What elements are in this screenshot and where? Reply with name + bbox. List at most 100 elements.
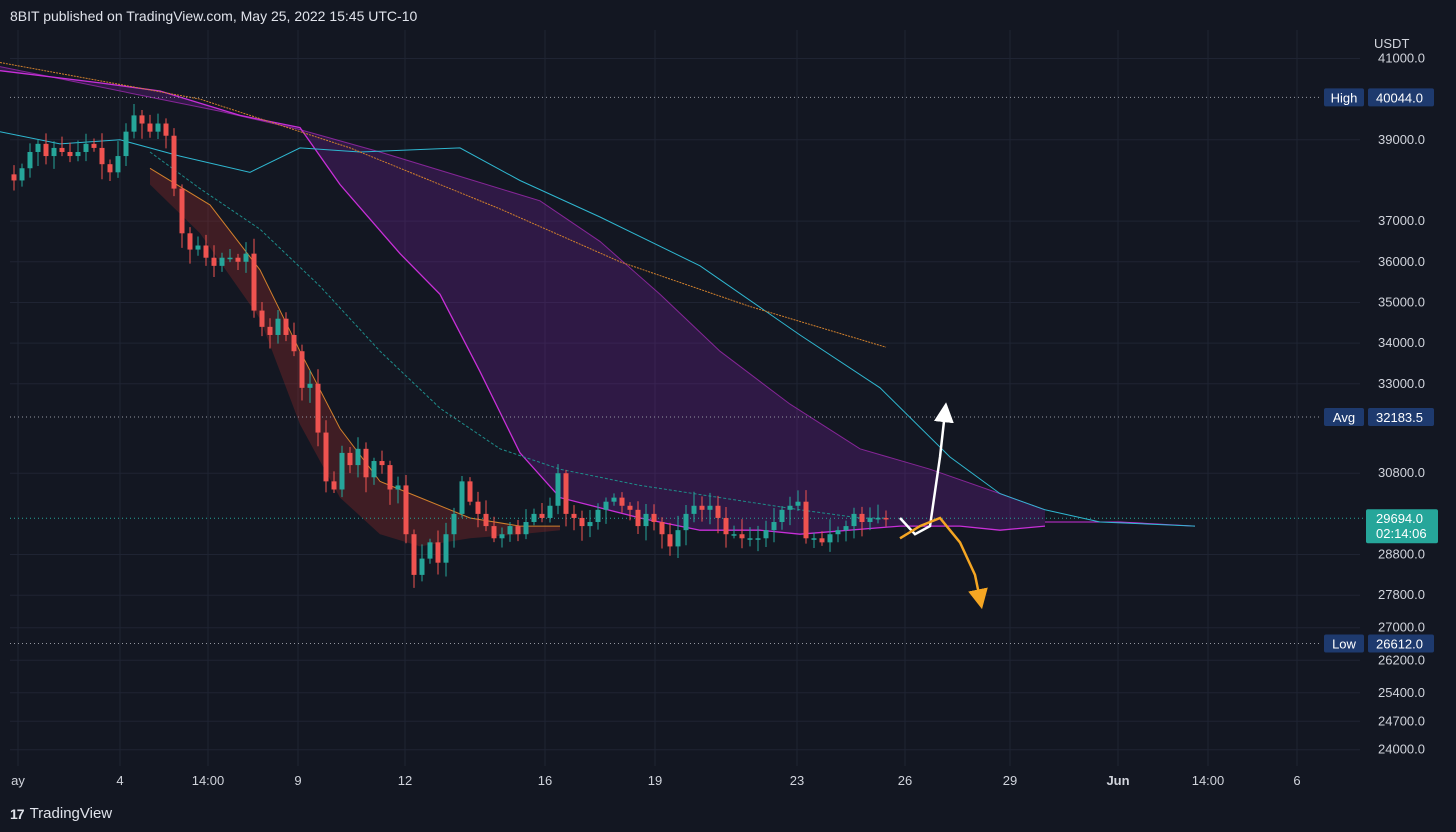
candle-body-1 bbox=[19, 168, 25, 181]
indicator-overlays bbox=[0, 62, 1196, 547]
candle-body-0 bbox=[11, 174, 17, 181]
candle-body-89 bbox=[723, 517, 729, 535]
price-tick-5: 34000.0 bbox=[1378, 335, 1425, 350]
time-tick-5: 16 bbox=[538, 773, 552, 788]
candle-body-67 bbox=[547, 505, 553, 518]
candle-body-62 bbox=[507, 526, 513, 535]
candle-body-71 bbox=[579, 517, 585, 527]
level-name-box-avg bbox=[1324, 407, 1364, 426]
candle-body-18 bbox=[155, 123, 161, 132]
forecast-arrows bbox=[899, 402, 988, 610]
candle-body-69 bbox=[563, 473, 569, 514]
cloud-upper-line bbox=[0, 66, 1046, 511]
candle-body-66 bbox=[539, 513, 545, 518]
currency-label: USDT bbox=[1374, 36, 1409, 51]
time-tick-1: 4 bbox=[116, 773, 123, 788]
time-tick-0: ay bbox=[11, 773, 25, 788]
candle-body-65 bbox=[531, 513, 537, 523]
candle-body-17 bbox=[147, 123, 153, 132]
orange-line bbox=[0, 62, 887, 348]
candle-body-43 bbox=[355, 448, 361, 466]
time-tick-3: 9 bbox=[294, 773, 301, 788]
candle-body-25 bbox=[211, 257, 217, 266]
candle-body-53 bbox=[435, 542, 441, 563]
candle-body-59 bbox=[483, 513, 489, 527]
candle-body-30 bbox=[251, 253, 257, 311]
candle-body-6 bbox=[59, 147, 65, 152]
publish-header: 8BIT published on TradingView.com, May 2… bbox=[10, 8, 418, 24]
price-tick-9: 27800.0 bbox=[1378, 587, 1425, 602]
current-price-value: 29694.0 bbox=[1376, 511, 1423, 526]
candle-body-84 bbox=[683, 513, 689, 531]
candle-body-103 bbox=[835, 530, 841, 535]
footer-brand[interactable]: 17 TradingView bbox=[10, 805, 112, 822]
price-tick-10: 27000.0 bbox=[1378, 620, 1425, 635]
candle-body-87 bbox=[707, 505, 713, 510]
candle-body-5 bbox=[51, 147, 57, 157]
tradingview-logo-icon: 17 bbox=[10, 805, 25, 822]
price-tick-7: 30800.0 bbox=[1378, 465, 1425, 480]
candle-body-50 bbox=[411, 534, 417, 575]
candle-body-97 bbox=[787, 505, 793, 510]
candle-body-38 bbox=[315, 383, 321, 433]
candle-body-98 bbox=[795, 501, 801, 506]
level-value-low: 26612.0 bbox=[1376, 637, 1423, 652]
candle-body-56 bbox=[459, 481, 465, 514]
candle-body-106 bbox=[859, 513, 865, 523]
candle-body-77 bbox=[627, 505, 633, 510]
time-tick-6: 19 bbox=[648, 773, 662, 788]
candle-body-102 bbox=[827, 534, 833, 543]
level-name-box-high bbox=[1324, 88, 1364, 107]
candle-body-91 bbox=[739, 534, 745, 539]
candle-body-81 bbox=[659, 522, 665, 535]
level-value-high: 40044.0 bbox=[1376, 90, 1423, 105]
teal-step-line bbox=[149, 151, 886, 519]
candle-body-105 bbox=[851, 513, 857, 527]
candle-body-35 bbox=[291, 334, 297, 352]
candle-body-101 bbox=[819, 538, 825, 543]
candle-body-79 bbox=[643, 513, 649, 527]
candle-body-63 bbox=[515, 526, 521, 535]
candle-body-36 bbox=[299, 351, 305, 388]
time-tick-2: 14:00 bbox=[192, 773, 225, 788]
candle-body-24 bbox=[203, 245, 209, 258]
candle-body-13 bbox=[115, 156, 121, 173]
candle-body-2 bbox=[27, 151, 33, 169]
candle-body-58 bbox=[475, 501, 481, 514]
candle-body-44 bbox=[363, 448, 369, 478]
candles bbox=[11, 103, 889, 588]
candle-body-26 bbox=[219, 257, 225, 266]
candle-body-11 bbox=[99, 147, 105, 165]
price-tick-11: 26200.0 bbox=[1378, 652, 1425, 667]
price-tick-6: 33000.0 bbox=[1378, 376, 1425, 391]
candle-body-33 bbox=[275, 318, 281, 335]
current-price-box bbox=[1366, 509, 1438, 544]
candle-countdown: 02:14:06 bbox=[1376, 526, 1427, 541]
candle-body-49 bbox=[403, 485, 409, 535]
candle-body-83 bbox=[675, 530, 681, 547]
candle-body-72 bbox=[587, 522, 593, 527]
level-value-box-low bbox=[1368, 634, 1434, 653]
candle-body-76 bbox=[619, 497, 625, 506]
price-tick-14: 24000.0 bbox=[1378, 742, 1425, 757]
price-levels bbox=[10, 96, 1365, 645]
level-name-low: Low bbox=[1332, 637, 1356, 652]
candle-body-27 bbox=[227, 257, 233, 260]
candle-body-57 bbox=[467, 481, 473, 502]
price-tick-12: 25400.0 bbox=[1378, 685, 1425, 700]
level-labels: High 40044.0 Avg 32183.5 Low 26612.0 29694.002… bbox=[1324, 88, 1438, 653]
candle-body-39 bbox=[323, 432, 329, 482]
candle-body-4 bbox=[43, 143, 49, 157]
price-tick-3: 36000.0 bbox=[1378, 254, 1425, 269]
candle-body-78 bbox=[635, 509, 641, 527]
arrow-up-path bbox=[899, 402, 954, 536]
candle-body-82 bbox=[667, 534, 673, 547]
candle-body-46 bbox=[379, 461, 385, 466]
candle-body-23 bbox=[195, 245, 201, 250]
candle-body-52 bbox=[427, 542, 433, 559]
candle-body-21 bbox=[179, 188, 185, 234]
price-tick-1: 39000.0 bbox=[1378, 132, 1425, 147]
time-tick-4: 12 bbox=[398, 773, 412, 788]
